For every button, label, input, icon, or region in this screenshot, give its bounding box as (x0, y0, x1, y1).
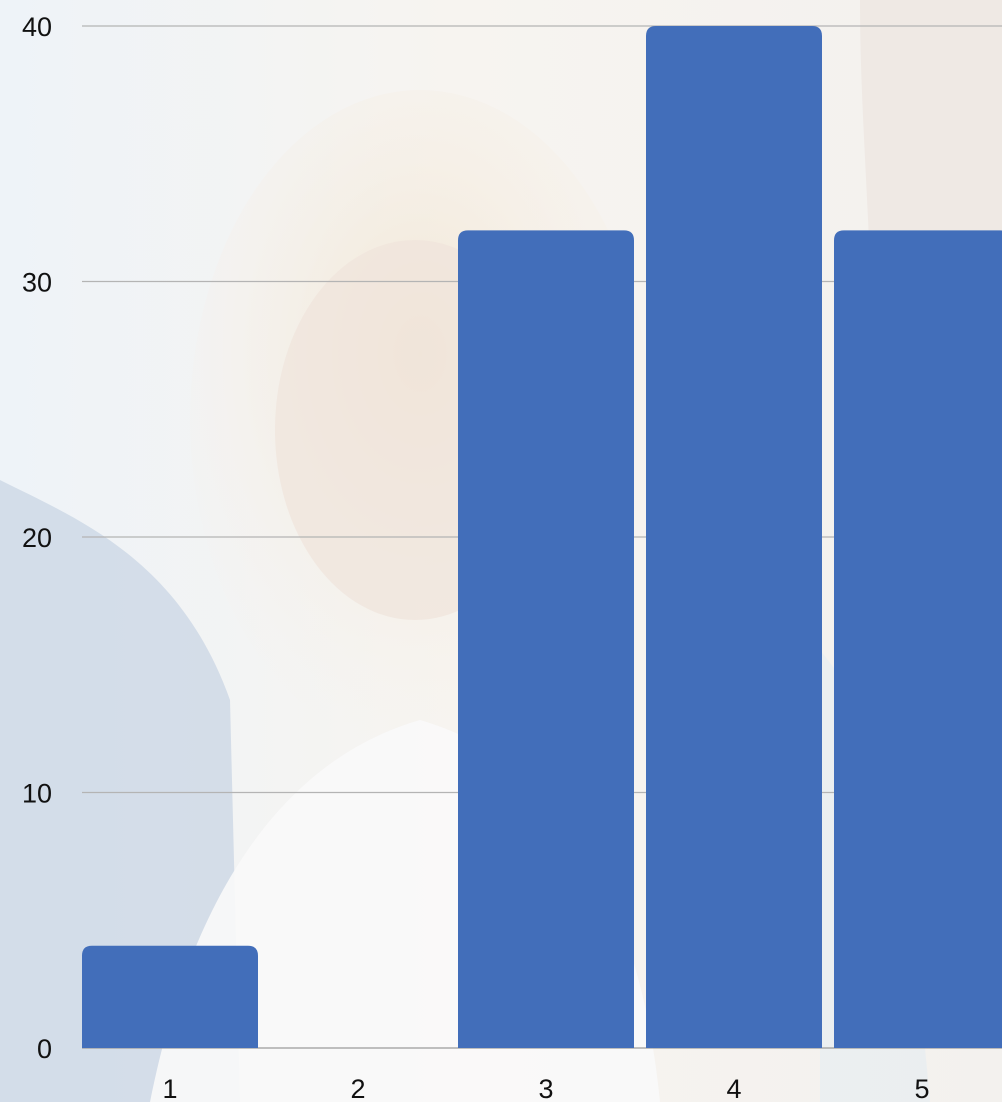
x-tick-label: 1 (162, 1074, 177, 1102)
y-tick-label: 0 (37, 1034, 52, 1064)
x-tick-label: 4 (726, 1074, 741, 1102)
bar-4 (646, 26, 822, 1048)
bar-5 (834, 230, 1002, 1048)
x-tick-label: 5 (914, 1074, 929, 1102)
x-tick-label: 3 (538, 1074, 553, 1102)
y-tick-label: 30 (22, 268, 52, 298)
bar-3 (458, 230, 634, 1048)
x-axis-ticks: 1 2 3 4 5 (162, 1074, 929, 1102)
x-tick-label: 2 (350, 1074, 365, 1102)
y-tick-label: 20 (22, 523, 52, 553)
bar-1 (82, 945, 258, 1048)
y-tick-label: 10 (22, 779, 52, 809)
bars (82, 26, 1002, 1048)
y-axis-ticks: 0 10 20 30 40 (22, 12, 52, 1064)
y-tick-label: 40 (22, 12, 52, 42)
